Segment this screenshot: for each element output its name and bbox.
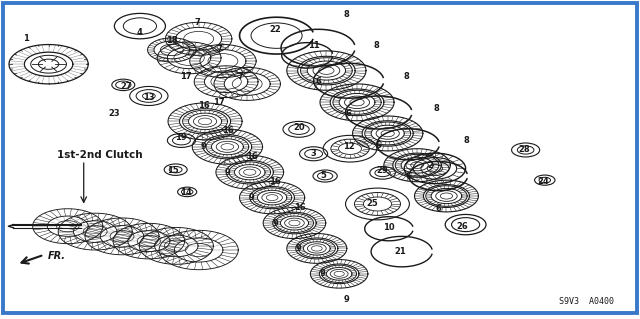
- Text: 7: 7: [216, 45, 222, 55]
- Text: 9: 9: [319, 269, 325, 278]
- Text: 1st-2nd Clutch: 1st-2nd Clutch: [57, 150, 143, 160]
- Text: 20: 20: [293, 123, 305, 132]
- Text: 7: 7: [237, 72, 243, 81]
- Text: 5: 5: [320, 171, 326, 180]
- Text: S9V3  A0400: S9V3 A0400: [559, 297, 614, 306]
- Text: 9: 9: [201, 142, 207, 151]
- Text: 9: 9: [296, 244, 302, 253]
- Text: 18: 18: [166, 36, 178, 45]
- Text: 9: 9: [225, 168, 230, 177]
- Text: 17: 17: [180, 72, 192, 81]
- Text: 1: 1: [23, 34, 29, 43]
- Text: 27: 27: [120, 82, 132, 91]
- Text: 16: 16: [222, 126, 234, 135]
- Text: 9: 9: [343, 295, 349, 304]
- Text: 26: 26: [456, 222, 468, 231]
- Text: 24: 24: [538, 177, 549, 186]
- Text: 22: 22: [269, 25, 281, 34]
- Text: 14: 14: [180, 188, 192, 197]
- Text: 16: 16: [294, 203, 305, 211]
- Text: 6: 6: [405, 173, 411, 182]
- Text: 29: 29: [377, 166, 388, 175]
- Text: 6: 6: [316, 77, 322, 86]
- Text: 28: 28: [518, 145, 530, 154]
- Text: 12: 12: [343, 142, 355, 151]
- Text: 16: 16: [269, 177, 281, 186]
- Text: 8: 8: [403, 72, 409, 81]
- Text: 21: 21: [394, 247, 406, 256]
- Text: 8: 8: [463, 136, 469, 145]
- Text: 19: 19: [175, 133, 187, 142]
- Text: 6: 6: [346, 109, 351, 118]
- Text: 6: 6: [435, 204, 441, 213]
- Text: 13: 13: [143, 93, 155, 102]
- Text: 2: 2: [427, 161, 433, 170]
- Text: 10: 10: [383, 223, 395, 232]
- Text: 6: 6: [376, 141, 381, 150]
- Text: 11: 11: [308, 41, 319, 50]
- Text: 9: 9: [273, 219, 278, 227]
- Text: 23: 23: [109, 109, 120, 118]
- Text: FR.: FR.: [48, 251, 66, 261]
- Text: 9: 9: [249, 193, 255, 202]
- Text: 8: 8: [433, 104, 439, 113]
- Text: 17: 17: [213, 98, 225, 107]
- Text: 25: 25: [367, 199, 378, 208]
- Text: 16: 16: [246, 152, 257, 161]
- Text: 7: 7: [195, 19, 200, 27]
- Text: 8: 8: [344, 11, 349, 19]
- Text: 8: 8: [373, 41, 379, 50]
- Text: 4: 4: [137, 28, 143, 37]
- Text: 16: 16: [198, 101, 210, 110]
- Text: 15: 15: [167, 166, 179, 175]
- Text: 3: 3: [310, 149, 316, 158]
